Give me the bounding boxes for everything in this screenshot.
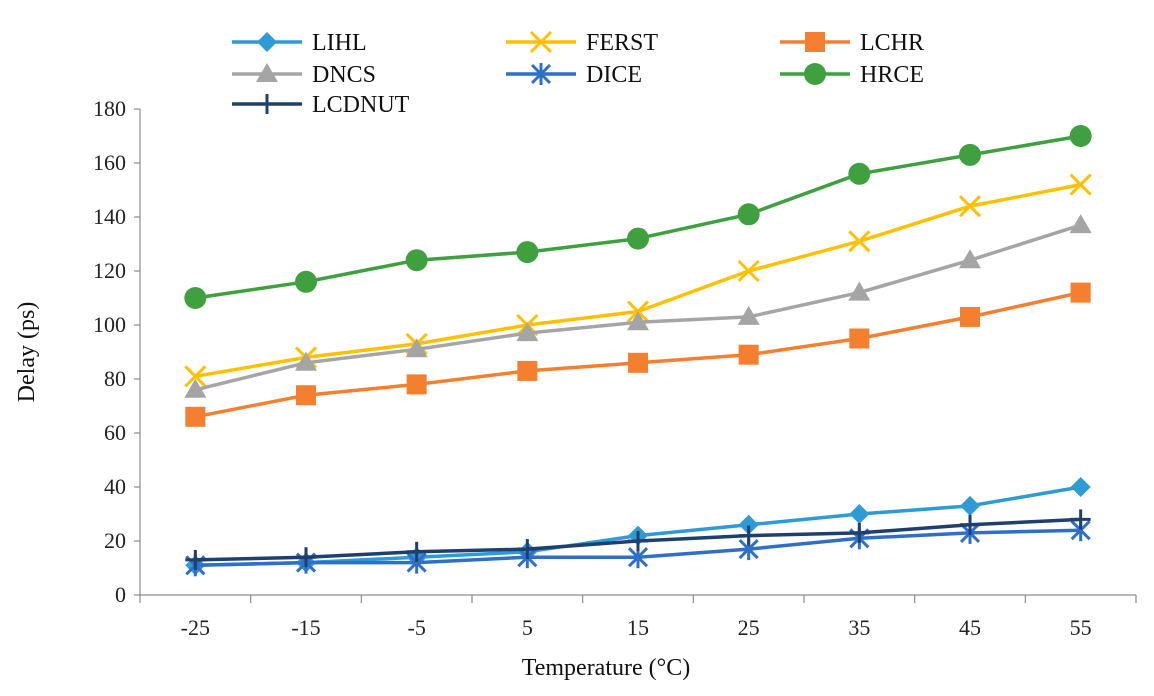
y-tick-label: 60 [104,420,126,445]
y-tick-label: 120 [93,258,126,283]
legend-marker [529,30,553,54]
dncs-point [848,281,871,301]
y-tick-label: 180 [93,96,126,121]
dncs-point [737,305,760,325]
lcdnut-point [406,541,427,562]
lihl-point [960,495,980,516]
hrce-point [295,270,317,293]
legend-marker [257,32,277,52]
dncs-point [1069,214,1092,234]
x-axis-title: Temperature (°C) [522,655,691,681]
axes: 0 20 40 60 80 100 120 140 160 180 -25 -15 -5 5 15 25 35 4… [93,96,1137,640]
y-tick-label: 40 [104,474,126,499]
lchr-point [628,352,648,373]
dncs-point [184,378,207,398]
legend-item-lihl: LIHL [232,30,367,56]
ferst-line [193,182,1083,379]
hrce-line [193,134,1083,300]
legend-item-dice: DICE [506,62,642,88]
x-tick-label: 55 [1070,615,1092,640]
hrce-point [516,241,539,264]
x-tick-label: -25 [181,615,210,640]
legend-item-ferst: FERST [506,30,658,56]
lcdnut-point [185,549,206,570]
hrce-point [737,203,760,226]
series-lchr [185,282,1091,427]
legend-label: LIHL [312,30,367,56]
x-tick-label: 25 [738,615,760,640]
lihl-point [1070,477,1091,497]
x-tick-label: -5 [408,615,426,640]
ferst-point [737,259,760,283]
dncs-point [959,249,981,269]
ferst-point [958,195,982,218]
y-tick-label: 100 [93,312,126,337]
series-hrce [184,125,1092,309]
series-lcdnut [185,509,1091,570]
x-tick-label: -15 [291,615,320,640]
dncs-point [627,311,649,331]
dncs-point [295,351,317,371]
y-tick-label: 160 [93,150,126,175]
y-tick-label: 0 [115,582,126,607]
lcdnut-point [628,531,648,551]
hrce-point [627,227,649,250]
lcdnut-point [1070,509,1091,530]
x-tick-label: 15 [627,615,649,640]
lchr-point [1070,282,1091,303]
y-tick-label: 20 [104,528,126,553]
lcdnut-point [960,514,980,535]
legend-item-lchr: LCHR [780,30,924,56]
legend-label: LCHR [860,30,924,56]
legend-marker [804,63,826,85]
legend-label: HRCE [860,62,924,88]
hrce-point [1069,125,1092,147]
x-tick-label: 35 [848,615,870,640]
legend-label: DICE [586,62,642,88]
legend-marker [257,94,277,114]
legend-marker [256,63,278,82]
x-tick-label: 5 [522,615,533,640]
lihl-point [738,514,759,535]
lchr-point [406,374,427,395]
ferst-point [1069,173,1092,196]
ferst-point [848,230,871,253]
legend-item-hrce: HRCE [780,62,924,88]
y-tick-label: 140 [93,204,126,229]
lchr-point [849,328,870,349]
lcdnut-point [296,547,316,568]
hrce-point [959,143,981,166]
ferst-point [184,365,207,388]
legend-label: DNCS [312,62,376,88]
legend-label: FERST [586,30,658,56]
lchr-point [517,360,538,381]
series-dncs [184,214,1092,398]
hrce-point [848,162,871,185]
y-axis-title: Delay (ps) [14,302,40,403]
legend-label: LCDNUT [312,92,410,118]
legend-item-dncs: DNCS [232,62,376,88]
lcdnut-point [517,539,538,560]
plot-series [184,125,1092,577]
lihl-point [849,504,870,524]
lcdnut-point [738,525,759,546]
lchr-point [738,344,759,365]
dncs-point [405,338,428,358]
legend-marker [530,63,552,85]
hrce-point [184,287,207,309]
y-tick-label: 80 [104,366,126,391]
hrce-point [405,249,428,272]
legend: LIHL FERST LCHR DNCS DICE HRCE LCDNUT [232,30,924,118]
lchr-point [296,385,316,406]
dncs-point [516,322,539,342]
lchr-point [185,406,206,427]
legend-marker [805,32,825,52]
x-tick-label: 45 [959,615,981,640]
lcdnut-point [849,522,870,543]
lchr-point [960,306,980,327]
legend-item-lcdnut: LCDNUT [232,92,410,118]
